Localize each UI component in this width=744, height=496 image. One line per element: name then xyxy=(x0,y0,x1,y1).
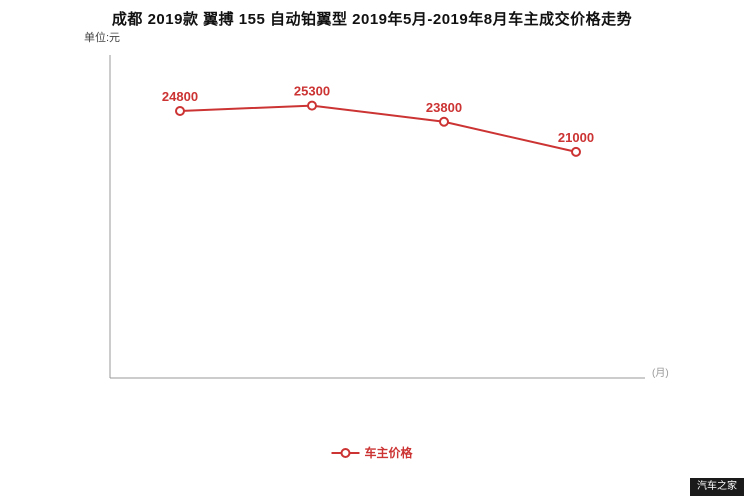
x-axis-unit-label: (月) xyxy=(652,368,669,379)
chart-title: 成都 2019款 翼搏 155 自动铂翼型 2019年5月-2019年8月车主成… xyxy=(111,11,633,28)
data-label: 24800 xyxy=(162,89,198,104)
data-label: 21000 xyxy=(558,130,594,145)
data-label: 23800 xyxy=(426,100,462,115)
price-trend-line-chart: 24800 25300 23800 21000 xyxy=(109,55,645,379)
watermark-autohome: 汽车之家 xyxy=(690,478,744,496)
y-axis-unit-label: 单位:元 xyxy=(84,32,121,44)
legend: 车主价格 xyxy=(331,444,413,461)
line-marker-icon xyxy=(331,447,360,458)
legend-label: 车主价格 xyxy=(364,446,413,460)
data-label: 25300 xyxy=(294,84,330,99)
